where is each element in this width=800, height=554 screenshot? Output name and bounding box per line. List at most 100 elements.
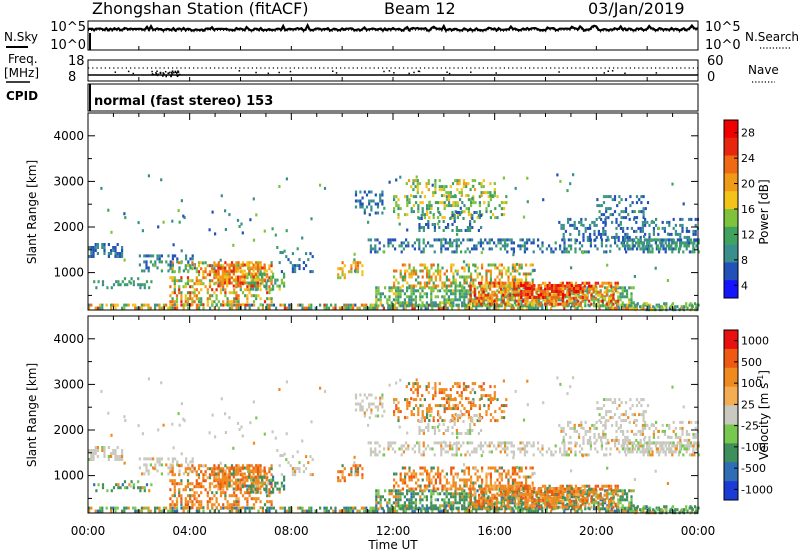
power-cell — [384, 295, 387, 299]
freq-point — [470, 71, 472, 73]
power-cell — [450, 304, 453, 308]
power-cell — [204, 267, 207, 271]
power-cell — [633, 210, 636, 214]
power-cell — [455, 226, 458, 229]
power-cell — [452, 292, 455, 296]
vel-cell — [230, 464, 234, 468]
power-cell — [114, 255, 117, 258]
power-cell — [327, 306, 330, 310]
vel-cell — [311, 458, 314, 462]
power-colorbar-segment — [724, 209, 738, 228]
power-cell — [568, 293, 571, 296]
vel-cell — [417, 507, 420, 511]
power-cell — [283, 272, 286, 276]
power-cell — [228, 278, 231, 282]
vel-cell — [221, 469, 224, 473]
power-cell — [400, 244, 403, 248]
power-cell — [255, 297, 258, 301]
vel-cell — [358, 509, 361, 513]
power-cell — [268, 297, 271, 301]
power-cell — [485, 278, 488, 282]
power-cell — [535, 290, 538, 294]
vel-cell — [389, 444, 392, 448]
power-cell — [363, 190, 366, 194]
power-cell — [467, 198, 470, 202]
power-cell — [270, 270, 273, 274]
power-cell — [148, 286, 151, 290]
vel-cell — [217, 509, 220, 513]
power-cell — [502, 301, 505, 305]
power-cell — [169, 276, 172, 280]
vel-cell — [208, 488, 212, 492]
power-cell — [602, 220, 605, 224]
power-cell — [169, 267, 172, 271]
vel-cell — [211, 491, 214, 495]
power-cell — [246, 261, 249, 265]
power-cell — [507, 278, 510, 282]
power-cell — [604, 232, 607, 236]
vel-cell — [221, 484, 224, 488]
vel-cell — [97, 483, 100, 487]
power-cell — [285, 255, 288, 259]
power-cell — [514, 186, 517, 190]
power-cell — [406, 201, 409, 205]
vel-cell — [228, 466, 231, 470]
power-cell — [643, 235, 646, 238]
power-cell — [526, 302, 529, 306]
power-cell — [233, 288, 236, 292]
power-cell — [397, 216, 400, 220]
power-cell — [369, 238, 372, 242]
power-cell — [248, 263, 251, 267]
vel-cell — [450, 492, 453, 496]
power-cell — [294, 264, 297, 268]
power-cell — [442, 220, 445, 223]
power-cell — [652, 232, 655, 236]
power-cell — [171, 261, 174, 265]
power-cell — [562, 232, 565, 236]
vel-cell — [171, 482, 174, 486]
power-cell — [505, 195, 508, 199]
vel-cell — [233, 494, 236, 498]
vel-cell — [327, 509, 330, 513]
power-cell — [640, 241, 643, 245]
vel-cell — [399, 492, 402, 496]
power-cell — [469, 293, 472, 297]
power-cell — [426, 207, 429, 211]
vel-cell — [440, 441, 443, 445]
power-cell — [648, 223, 651, 227]
power-cell — [454, 298, 457, 302]
vel-cell — [419, 495, 422, 499]
vel-cell — [450, 495, 453, 499]
power-cell — [504, 281, 507, 285]
power-cell — [632, 301, 635, 305]
power-cell — [605, 287, 608, 291]
power-cell — [416, 191, 419, 195]
power-cell — [423, 266, 426, 270]
vel-cell — [440, 450, 443, 454]
power-cell — [589, 226, 592, 230]
vel-cell — [495, 447, 498, 451]
vel-cell — [467, 504, 470, 508]
power-cell — [582, 232, 585, 236]
vel-cell — [224, 491, 227, 495]
power-cell — [544, 290, 547, 294]
vel-cell — [259, 464, 262, 468]
vel-cell — [158, 509, 161, 513]
power-cell — [415, 201, 418, 205]
power-cell — [520, 284, 523, 287]
power-cell — [619, 222, 622, 226]
power-cell — [615, 217, 618, 221]
vel-cell — [421, 507, 424, 511]
power-cell — [616, 306, 619, 310]
power-cell — [487, 301, 490, 305]
vel-cell — [383, 447, 386, 451]
power-cell — [651, 250, 654, 254]
power-cell — [257, 306, 260, 310]
power-cell — [169, 285, 172, 289]
power-cell — [256, 287, 259, 291]
power-cell — [513, 281, 516, 285]
power-cell — [469, 229, 472, 232]
power-cell — [350, 270, 353, 274]
power-cell — [217, 275, 220, 279]
power-cell — [454, 204, 457, 208]
